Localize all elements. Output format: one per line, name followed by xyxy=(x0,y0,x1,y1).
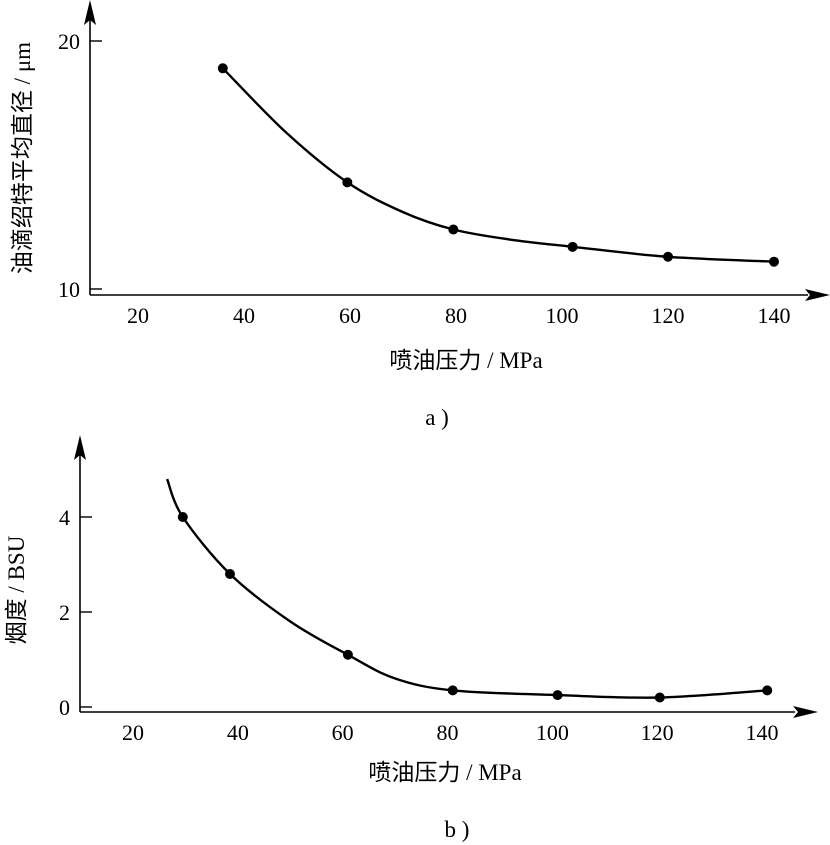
panel-b-data-point xyxy=(552,690,563,701)
panel-a-y-axis-label: 油滴绍特平均直径 / μm xyxy=(10,42,35,274)
panel-b-x-tick-label: 120 xyxy=(641,720,674,745)
panel-b-x-tick-label: 40 xyxy=(227,720,249,745)
panel-b-x-tick-label: 100 xyxy=(536,720,569,745)
panel-b-trend-curve xyxy=(165,478,768,699)
panel-b-data-point xyxy=(177,512,188,522)
panel-a-x-tick-label: 120 xyxy=(652,303,685,328)
panel-a-x-tick-label: 40 xyxy=(233,303,255,328)
panel-a-data-point xyxy=(217,63,228,74)
panel-a-y-axis-arrow-icon xyxy=(84,0,96,25)
panel-a-data-point xyxy=(342,177,353,188)
panel-b-x-axis-label: 喷油压力 / MPa xyxy=(368,760,521,785)
panel-b-data-point xyxy=(447,685,458,696)
panel-b-data-point xyxy=(762,685,773,696)
panel-b-y-tick-label: 0 xyxy=(59,695,70,720)
panel-a-data-point xyxy=(448,224,459,235)
panel-a-y-tick-label: 10 xyxy=(58,277,80,302)
panel-b-x-tick-label: 80 xyxy=(437,720,459,745)
panel-b-x-tick-label: 60 xyxy=(332,720,354,745)
panel-a-x-axis-label: 喷油压力 / MPa xyxy=(389,348,542,373)
panel-a-x-tick-label: 20 xyxy=(127,303,149,328)
panel-b-x-tick-label: 20 xyxy=(122,720,144,745)
panel-a-y-tick-label: 20 xyxy=(58,29,80,54)
panel-b-caption: b ) xyxy=(445,817,470,842)
panel-a-x-tick-label: 100 xyxy=(546,303,579,328)
panel-a-trend-curve xyxy=(221,67,775,263)
panel-a-x-axis-arrow-icon xyxy=(805,289,830,301)
panel-b-y-axis-label: 烟度 / BSU xyxy=(4,535,29,644)
panel-b-data-point xyxy=(342,649,353,660)
panel-a-data-point xyxy=(567,241,578,252)
panel-b-y-tick-label: 4 xyxy=(59,505,70,530)
panel-a-x-tick-label: 60 xyxy=(339,303,361,328)
panel-a-chart: 喷油压力 / MPa 油滴绍特平均直径 / μm a ) 20 40 60 80 100… xyxy=(10,0,830,430)
panel-b-x-tick-label: 140 xyxy=(746,720,779,745)
panel-b-x-axis-arrow-icon xyxy=(793,706,818,718)
panel-a-x-tick-label: 140 xyxy=(758,303,791,328)
panel-a-caption: a ) xyxy=(425,405,449,430)
panel-b-data-point xyxy=(654,692,665,703)
panel-b-chart: 喷油压力 / MPa 烟度 / BSU b ) 20 40 60 80 100 120 14… xyxy=(4,435,818,842)
panel-b-data-point xyxy=(224,569,235,579)
panel-b-y-tick-label: 2 xyxy=(59,600,70,625)
panel-a-data-point xyxy=(663,251,673,262)
panel-a-x-tick-label: 80 xyxy=(445,303,467,328)
panel-b-y-axis-arrow-icon xyxy=(74,435,86,460)
panel-a-data-point xyxy=(769,256,779,267)
